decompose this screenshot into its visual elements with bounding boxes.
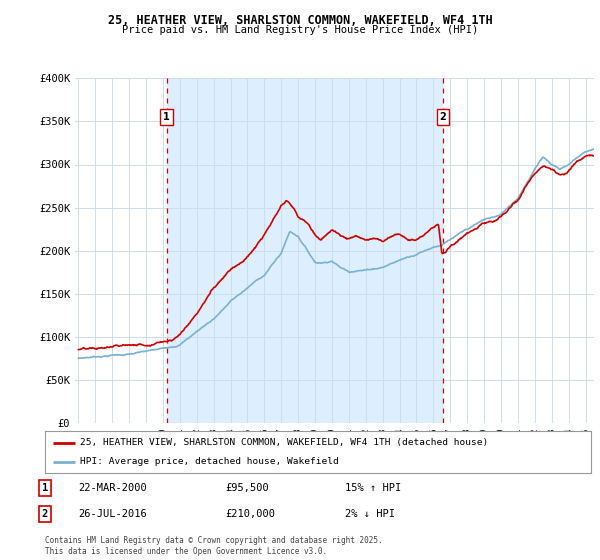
- Text: 22-MAR-2000: 22-MAR-2000: [78, 483, 147, 493]
- Text: 2% ↓ HPI: 2% ↓ HPI: [345, 509, 395, 519]
- Text: Price paid vs. HM Land Registry's House Price Index (HPI): Price paid vs. HM Land Registry's House …: [122, 25, 478, 35]
- Text: £210,000: £210,000: [225, 509, 275, 519]
- Text: 1: 1: [163, 112, 170, 122]
- Text: 1: 1: [42, 483, 48, 493]
- Text: 15% ↑ HPI: 15% ↑ HPI: [345, 483, 401, 493]
- Text: £95,500: £95,500: [225, 483, 269, 493]
- Text: 2: 2: [42, 509, 48, 519]
- Text: 25, HEATHER VIEW, SHARLSTON COMMON, WAKEFIELD, WF4 1TH (detached house): 25, HEATHER VIEW, SHARLSTON COMMON, WAKE…: [80, 438, 489, 447]
- Text: HPI: Average price, detached house, Wakefield: HPI: Average price, detached house, Wake…: [80, 458, 339, 466]
- Text: 2: 2: [439, 112, 446, 122]
- Text: 26-JUL-2016: 26-JUL-2016: [78, 509, 147, 519]
- Text: 25, HEATHER VIEW, SHARLSTON COMMON, WAKEFIELD, WF4 1TH: 25, HEATHER VIEW, SHARLSTON COMMON, WAKE…: [107, 14, 493, 27]
- Text: Contains HM Land Registry data © Crown copyright and database right 2025.
This d: Contains HM Land Registry data © Crown c…: [45, 536, 383, 556]
- Bar: [167, 78, 443, 423]
